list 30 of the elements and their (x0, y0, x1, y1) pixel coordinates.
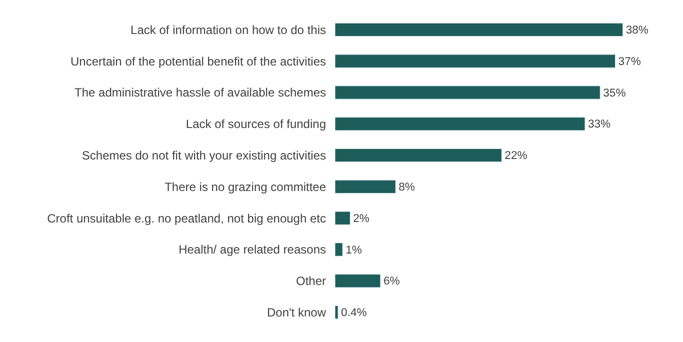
data-label: 2% (353, 212, 370, 225)
y-tick-label: Lack of sources of funding (186, 117, 326, 132)
data-label: 37% (618, 56, 641, 68)
bar (335, 242, 343, 256)
data-label: 8% (398, 181, 415, 194)
data-label: 35% (603, 87, 626, 100)
bar (335, 148, 502, 162)
bar (335, 54, 616, 68)
y-tick-label: Other (296, 274, 326, 288)
data-label: 38% (626, 24, 648, 36)
y-tick-label: Don't know (267, 306, 326, 320)
bar (335, 22, 624, 37)
y-tick-label: Schemes do not fit with your existing activities (82, 148, 326, 162)
data-label: 33% (588, 118, 611, 131)
y-tick-label: Lack of information on how to do this (130, 22, 326, 37)
bar (335, 86, 600, 100)
bar (335, 117, 586, 131)
y-tick-label: The administrative hassle of available schemes (74, 86, 326, 100)
y-tick-label: Croft unsuitable e.g. no peatland, not big enough etc (47, 211, 326, 226)
y-tick-label: There is no grazing committee (164, 180, 326, 194)
data-label: 1% (346, 244, 362, 256)
data-label: 0.4% (341, 307, 367, 320)
bar (335, 180, 396, 194)
bar (335, 305, 338, 320)
y-tick-label: Health/ age related reasons (178, 242, 326, 257)
bar (335, 211, 350, 225)
y-tick-label: Uncertain of the potential benefit of the activities (70, 54, 326, 68)
data-label: 6% (383, 276, 400, 288)
bar (335, 274, 381, 288)
data-label: 22% (504, 150, 528, 162)
